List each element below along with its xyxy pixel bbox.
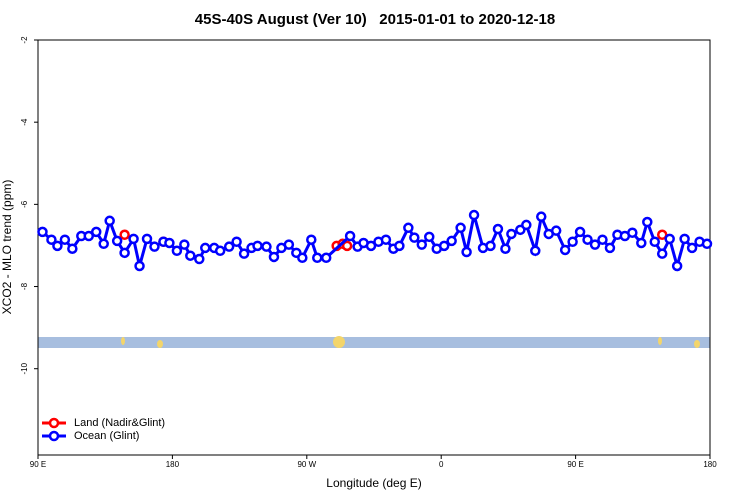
- point: [671, 260, 683, 272]
- x-tick-label: 0: [439, 460, 444, 469]
- x-tick-label: 90 E: [567, 460, 583, 469]
- map-strip: [38, 336, 710, 348]
- point: [597, 234, 608, 245]
- y-axis-label: XCO2 - MLO trend (ppm): [0, 180, 14, 315]
- point: [530, 245, 541, 257]
- point: [604, 242, 616, 254]
- point: [664, 233, 675, 245]
- point: [320, 252, 332, 264]
- point: [380, 234, 392, 245]
- point: [521, 219, 532, 231]
- point: [268, 251, 280, 263]
- point: [627, 227, 638, 238]
- point: [214, 245, 226, 257]
- point: [589, 239, 601, 250]
- point: [409, 232, 420, 243]
- point: [461, 246, 472, 258]
- point: [656, 248, 668, 259]
- point: [365, 240, 377, 252]
- point: [485, 240, 496, 252]
- point: [141, 233, 153, 245]
- point: [500, 243, 511, 254]
- point: [649, 236, 660, 247]
- point: [536, 211, 547, 222]
- point: [394, 240, 405, 252]
- point: [119, 247, 130, 259]
- point: [582, 234, 593, 245]
- legend-label: Land (Nadir&Glint): [74, 417, 165, 429]
- point: [559, 244, 571, 256]
- point: [642, 216, 653, 228]
- point: [104, 215, 115, 227]
- y-tick-label: -2: [20, 36, 29, 44]
- point: [171, 245, 183, 257]
- point: [52, 240, 63, 252]
- point: [341, 240, 353, 252]
- point: [438, 240, 450, 252]
- point: [574, 226, 586, 238]
- x-tick-label: 180: [703, 460, 717, 469]
- point: [297, 252, 308, 264]
- point: [200, 242, 211, 254]
- point: [164, 237, 175, 249]
- point: [98, 238, 109, 250]
- point: [283, 239, 295, 250]
- point: [344, 230, 356, 242]
- y-tick-label: -8: [20, 282, 29, 290]
- point: [37, 226, 48, 238]
- y-tick-label: -6: [20, 200, 29, 208]
- point: [455, 222, 466, 234]
- point: [128, 233, 139, 245]
- point: [679, 233, 690, 245]
- x-tick-label: 90 E: [30, 460, 46, 469]
- point: [223, 241, 235, 252]
- point: [686, 242, 698, 254]
- point: [403, 222, 414, 234]
- x-tick-label: 90 W: [297, 460, 316, 469]
- point: [194, 253, 205, 265]
- point: [238, 248, 250, 259]
- legend-label: Ocean (Glint): [74, 430, 139, 442]
- x-axis-label: Longitude (deg E): [326, 476, 421, 490]
- point: [636, 237, 647, 249]
- point: [468, 209, 480, 221]
- point: [252, 240, 263, 252]
- legend-marker: [48, 417, 60, 429]
- point: [111, 235, 123, 247]
- point: [231, 236, 242, 247]
- point: [90, 226, 102, 238]
- point: [446, 235, 457, 247]
- y-tick-label: -4: [20, 118, 29, 126]
- point: [312, 252, 323, 264]
- legend-marker: [48, 430, 60, 442]
- point: [119, 229, 130, 241]
- chart-title: 45S-40S August (Ver 10) 2015-01-01 to 20…: [195, 11, 555, 28]
- point: [261, 241, 272, 252]
- point: [185, 250, 196, 261]
- point: [59, 234, 71, 245]
- point: [506, 228, 517, 240]
- point: [134, 260, 145, 272]
- point: [149, 241, 160, 252]
- point: [179, 239, 190, 250]
- point: [656, 229, 668, 241]
- point: [492, 223, 504, 235]
- point: [46, 234, 57, 245]
- point: [416, 239, 428, 250]
- point: [550, 225, 562, 236]
- point: [67, 243, 78, 254]
- point: [306, 234, 317, 245]
- x-tick-label: 180: [166, 460, 180, 469]
- point: [83, 230, 95, 242]
- point: [701, 238, 713, 250]
- point: [567, 236, 578, 247]
- point: [424, 231, 435, 243]
- y-tick-label: -10: [20, 362, 29, 374]
